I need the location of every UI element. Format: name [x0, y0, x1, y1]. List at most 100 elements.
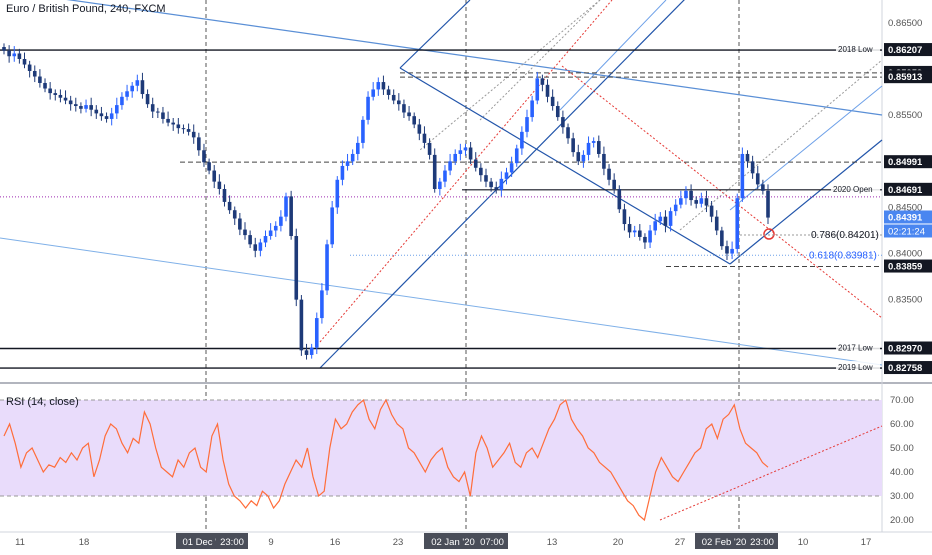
candle-body — [130, 85, 134, 92]
price-badge — [884, 341, 932, 355]
candle-body — [181, 128, 186, 130]
fib-label-786: 0.786(0.84201) — [811, 230, 879, 241]
candle-body — [212, 170, 217, 182]
candle-body — [422, 133, 427, 143]
time-badge — [476, 533, 508, 549]
time-badge — [424, 533, 482, 549]
candle-body — [335, 179, 340, 208]
price-badge — [884, 259, 932, 273]
candle-body — [443, 170, 447, 182]
fib-layer — [319, 0, 883, 369]
candle-body — [555, 106, 560, 118]
level-note-bg — [831, 182, 880, 194]
candle-body — [479, 167, 483, 176]
candle-body — [38, 76, 42, 83]
x-tick-label: 23 — [393, 537, 404, 548]
candle-body — [735, 198, 740, 249]
candle-body — [612, 179, 616, 189]
candle-body — [289, 196, 293, 237]
candle-body — [27, 64, 32, 71]
candle-body — [156, 111, 160, 113]
y-tick-label: 0.83500 — [888, 295, 922, 306]
candle-body — [689, 190, 693, 201]
rsi-title: RSI (14, close) — [6, 396, 79, 408]
candle-body — [171, 122, 176, 125]
fib-label-618: 0.618(0.83981) — [809, 250, 877, 261]
pitchfork-lower-tine — [319, 0, 685, 369]
candle-body — [540, 78, 545, 85]
candle-body — [79, 106, 83, 109]
price-badge — [884, 210, 932, 224]
price-badge-label: 0.84391 — [888, 212, 923, 223]
candle-body — [32, 70, 37, 77]
time-badge-label: 23:00 — [750, 537, 774, 548]
candle-body — [709, 205, 714, 217]
candle-body — [150, 104, 155, 112]
candle-body — [371, 89, 375, 97]
candle-body — [217, 181, 222, 189]
time-badge — [746, 533, 778, 549]
candle-body — [381, 82, 386, 90]
candle-body — [99, 113, 104, 117]
candle-body — [627, 224, 632, 233]
candle-body — [48, 88, 52, 94]
price-badge-label: 0.84991 — [888, 157, 923, 168]
rsi-tick-label: 20.00 — [890, 515, 914, 526]
candle-body — [227, 201, 232, 211]
candle-body — [2, 47, 6, 51]
candle-body — [602, 153, 606, 169]
candle-body — [345, 161, 350, 166]
candle-body — [638, 230, 642, 237]
candle-body — [484, 175, 488, 182]
rising-channel-line — [729, 139, 883, 265]
y-tick-label: 0.84000 — [888, 249, 922, 260]
candle-body — [125, 91, 129, 97]
candle-body — [673, 204, 678, 212]
candle-body — [561, 117, 565, 128]
candle-body — [761, 184, 765, 191]
candle-body — [12, 53, 17, 57]
rsi-tick-label: 70.00 — [890, 395, 914, 406]
candle-body — [643, 236, 647, 243]
x-tick-label: 13 — [547, 537, 558, 548]
candle-body — [94, 109, 99, 114]
candle-body — [755, 173, 760, 185]
candle-body — [591, 141, 596, 143]
candle-body — [222, 189, 227, 202]
price-badge — [884, 155, 932, 169]
x-tick-label: 10 — [798, 537, 809, 548]
rsi-tick-label: 50.00 — [890, 443, 914, 454]
pitchfork-upper-band — [559, 0, 667, 111]
candle-body — [325, 244, 329, 291]
candle-body — [520, 131, 524, 149]
candle-body — [284, 196, 288, 217]
level-note: 2018 Low — [838, 45, 873, 54]
grid-layer — [0, 0, 932, 533]
candle-body — [238, 218, 242, 230]
candle-body — [140, 80, 145, 95]
candle-body — [191, 131, 196, 138]
candle-body — [120, 96, 124, 106]
candle-body — [207, 162, 211, 171]
price-badge-label: 0.85913 — [888, 72, 922, 83]
time-badge-label: 07:00 — [480, 537, 504, 548]
candle-body — [581, 154, 586, 162]
candle-body — [197, 137, 201, 151]
x-tick-label: 17 — [861, 537, 872, 548]
candle-body — [632, 230, 637, 233]
candle-body — [243, 229, 247, 236]
rsi-tick-label: 30.00 — [890, 491, 914, 502]
candle-body — [622, 209, 627, 225]
rsi-tick-label: 60.00 — [890, 419, 914, 430]
candle-body — [432, 154, 437, 189]
level-note: 2017 Low — [838, 343, 873, 352]
candle-body — [397, 100, 401, 105]
candle-body — [263, 236, 268, 243]
candle-body — [202, 150, 206, 163]
time-badge-label: 02 Feb '20 — [702, 537, 747, 548]
rsi-band — [0, 400, 882, 496]
time-badge — [216, 533, 248, 549]
candle-body — [268, 230, 273, 237]
lower-trendline — [0, 237, 883, 366]
